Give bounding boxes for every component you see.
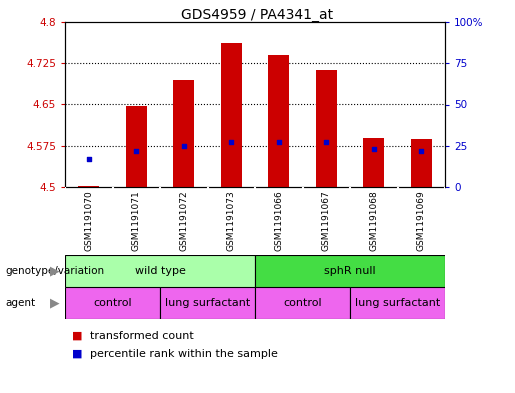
Bar bbox=[173, 80, 195, 187]
Text: agent: agent bbox=[5, 298, 35, 308]
Bar bbox=[255, 255, 445, 287]
Point bbox=[227, 139, 235, 145]
Bar bbox=[65, 287, 160, 319]
Text: GSM1191073: GSM1191073 bbox=[227, 191, 236, 252]
Bar bbox=[363, 138, 384, 187]
Text: ▶: ▶ bbox=[50, 296, 60, 310]
Text: sphR null: sphR null bbox=[324, 266, 376, 276]
Bar bbox=[268, 55, 289, 187]
Text: transformed count: transformed count bbox=[90, 331, 194, 341]
Text: GSM1191067: GSM1191067 bbox=[322, 191, 331, 252]
Bar bbox=[65, 255, 255, 287]
Point bbox=[84, 156, 93, 162]
Text: genotype/variation: genotype/variation bbox=[5, 266, 104, 276]
Text: GSM1191068: GSM1191068 bbox=[369, 191, 378, 252]
Bar bbox=[160, 287, 255, 319]
Bar bbox=[350, 287, 445, 319]
Text: lung surfactant: lung surfactant bbox=[165, 298, 250, 308]
Bar bbox=[126, 106, 147, 187]
Text: GSM1191070: GSM1191070 bbox=[84, 191, 93, 252]
Point bbox=[322, 139, 330, 145]
Text: GSM1191066: GSM1191066 bbox=[274, 191, 283, 252]
Text: GSM1191072: GSM1191072 bbox=[179, 191, 188, 251]
Text: wild type: wild type bbox=[134, 266, 185, 276]
Bar bbox=[220, 43, 242, 187]
Bar bbox=[255, 287, 350, 319]
Bar bbox=[410, 139, 432, 187]
Point bbox=[370, 146, 378, 152]
Text: ▶: ▶ bbox=[50, 264, 60, 277]
Point bbox=[274, 139, 283, 145]
Point bbox=[132, 147, 141, 154]
Text: control: control bbox=[93, 298, 132, 308]
Text: ■: ■ bbox=[72, 349, 82, 359]
Bar bbox=[316, 70, 337, 187]
Text: GSM1191071: GSM1191071 bbox=[132, 191, 141, 252]
Point bbox=[180, 143, 188, 149]
Bar bbox=[78, 186, 99, 187]
Text: ■: ■ bbox=[72, 331, 82, 341]
Text: control: control bbox=[283, 298, 322, 308]
Text: GSM1191069: GSM1191069 bbox=[417, 191, 426, 252]
Text: percentile rank within the sample: percentile rank within the sample bbox=[90, 349, 278, 359]
Point bbox=[417, 147, 425, 154]
Text: lung surfactant: lung surfactant bbox=[355, 298, 440, 308]
Text: GDS4959 / PA4341_at: GDS4959 / PA4341_at bbox=[181, 8, 334, 22]
